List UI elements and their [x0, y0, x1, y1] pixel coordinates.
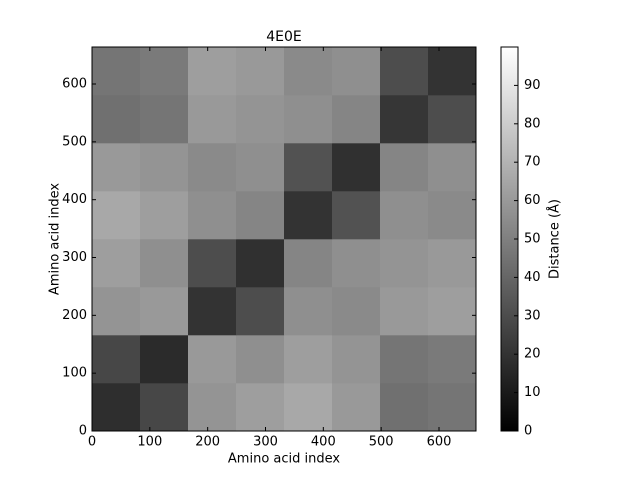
heatmap-cell — [140, 335, 189, 384]
x-tick-label: 500 — [369, 435, 394, 450]
heatmap-cell — [188, 95, 237, 144]
heatmap-cell — [380, 47, 429, 96]
heatmap-cell — [92, 47, 141, 96]
x-tick-label: 0 — [88, 435, 96, 450]
heatmap-cell — [428, 191, 477, 240]
colorbar-tick-label: 30 — [524, 308, 541, 323]
heatmap-cell — [284, 335, 333, 384]
heatmap-cell — [236, 335, 285, 384]
heatmap-cell — [428, 287, 477, 336]
heatmap-cell — [380, 191, 429, 240]
heatmap-cell — [188, 239, 237, 288]
heatmap-cell — [236, 287, 285, 336]
x-tick-label: 100 — [137, 435, 162, 450]
colorbar-tick-label: 80 — [524, 116, 541, 131]
colorbar-tick-label: 50 — [524, 232, 541, 247]
colorbar-tick-label: 0 — [524, 424, 532, 439]
heatmap-cell — [284, 383, 333, 432]
heatmap-cell — [428, 239, 477, 288]
heatmap-cell — [236, 143, 285, 192]
heatmap-cell — [380, 239, 429, 288]
heatmap-cell — [92, 383, 141, 432]
heatmap-cell — [332, 47, 381, 96]
heatmap-cell — [188, 143, 237, 192]
colorbar-tick-label: 40 — [524, 270, 541, 285]
heatmap-cell — [332, 383, 381, 432]
y-tick-label: 100 — [62, 366, 87, 381]
colorbar-tick-label: 10 — [524, 385, 541, 400]
heatmap-cell — [236, 191, 285, 240]
heatmap-cell — [332, 95, 381, 144]
heatmap-cell — [284, 191, 333, 240]
heatmap — [92, 47, 477, 432]
heatmap-cell — [284, 143, 333, 192]
heatmap-cell — [428, 95, 477, 144]
y-tick-label: 0 — [79, 424, 87, 439]
x-tick-label: 300 — [253, 435, 278, 450]
y-tick-label: 200 — [62, 308, 87, 323]
heatmap-cell — [92, 95, 141, 144]
y-tick-label: 600 — [62, 77, 87, 92]
heatmap-cell — [380, 95, 429, 144]
plot-frame — [91, 46, 477, 432]
colorbar-tick-label: 70 — [524, 155, 541, 170]
heatmap-cell — [284, 287, 333, 336]
heatmap-cell — [92, 239, 141, 288]
heatmap-cell — [188, 47, 237, 96]
heatmap-cell — [332, 191, 381, 240]
colorbar-label: Distance (Å) — [547, 199, 563, 279]
y-axis-label: Amino acid index — [48, 183, 63, 295]
heatmap-cell — [140, 287, 189, 336]
colorbar-tick-label: 90 — [524, 78, 541, 93]
heatmap-cell — [332, 239, 381, 288]
heatmap-cell — [380, 287, 429, 336]
heatmap-cell — [92, 287, 141, 336]
x-axis-label: Amino acid index — [228, 452, 340, 467]
heatmap-cell — [380, 335, 429, 384]
heatmap-cell — [92, 335, 141, 384]
heatmap-cell — [140, 143, 189, 192]
heatmap-cell — [140, 383, 189, 432]
y-tick-label: 300 — [62, 250, 87, 265]
x-tick-label: 200 — [195, 435, 220, 450]
x-tick-label: 400 — [311, 435, 336, 450]
heatmap-cell — [140, 95, 189, 144]
heatmap-cell — [380, 383, 429, 432]
heatmap-cell — [284, 239, 333, 288]
y-tick-label: 400 — [62, 192, 87, 207]
heatmap-cell — [140, 239, 189, 288]
heatmap-cell — [236, 383, 285, 432]
heatmap-cell — [188, 383, 237, 432]
heatmap-cell — [188, 287, 237, 336]
heatmap-cell — [140, 47, 189, 96]
heatmap-cell — [140, 191, 189, 240]
colorbar-tick-label: 20 — [524, 347, 541, 362]
heatmap-cell — [332, 335, 381, 384]
heatmap-cell — [236, 47, 285, 96]
heatmap-cell — [332, 287, 381, 336]
heatmap-cell — [188, 191, 237, 240]
heatmap-cell — [428, 47, 477, 96]
chart-title: 4E0E — [266, 29, 302, 45]
heatmap-cell — [380, 143, 429, 192]
heatmap-cell — [284, 47, 333, 96]
heatmap-cell — [236, 239, 285, 288]
heatmap-cell — [188, 335, 237, 384]
heatmap-cell — [92, 191, 141, 240]
heatmap-cell — [428, 383, 477, 432]
colorbar-tick-label: 60 — [524, 193, 541, 208]
x-tick-label: 600 — [427, 435, 452, 450]
heatmap-cell — [332, 143, 381, 192]
heatmap-cell — [92, 143, 141, 192]
heatmap-cell — [428, 335, 477, 384]
heatmap-cell — [284, 95, 333, 144]
heatmap-cell — [236, 95, 285, 144]
y-tick-label: 500 — [62, 134, 87, 149]
heatmap-cell — [428, 143, 477, 192]
